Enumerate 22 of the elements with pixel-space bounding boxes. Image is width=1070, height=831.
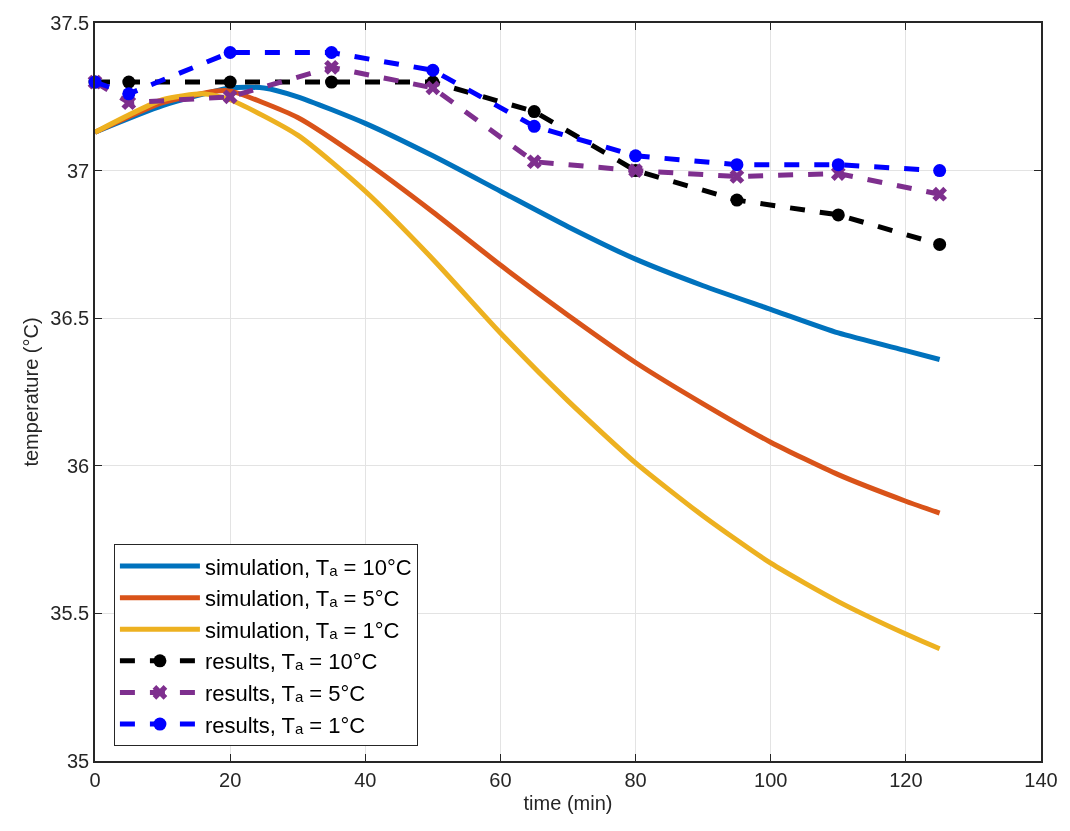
x-tick-label: 80 — [624, 768, 647, 791]
x-tick-label: 40 — [354, 768, 377, 791]
x-tick-label: 140 — [1024, 768, 1058, 791]
x-tick-label: 100 — [754, 768, 788, 791]
y-axis-title: temperature (°C) — [20, 317, 43, 467]
x-tick-label: 60 — [489, 768, 512, 791]
legend-label: simulation, Tₐ = 5°C — [204, 586, 400, 612]
x-tick-label: 0 — [89, 768, 101, 791]
legend-label: results, Tₐ = 5°C — [204, 681, 366, 707]
legend-label: simulation, Tₐ = 10°C — [204, 554, 412, 580]
x-axis-title: time (min) — [523, 791, 613, 814]
legend-label: results, Tₐ = 10°C — [204, 649, 378, 675]
y-tick-label: 37 — [67, 159, 90, 182]
y-tick-label: 36 — [67, 454, 90, 477]
x-tick-label: 20 — [219, 768, 242, 791]
legend-label: simulation, Tₐ = 1°C — [204, 617, 400, 643]
y-tick-label: 36.5 — [50, 307, 90, 330]
x-tick-label: 120 — [889, 768, 923, 791]
y-tick-label: 35.5 — [50, 602, 90, 625]
y-tick-label: 35 — [67, 750, 90, 772]
legend-label: results, Tₐ = 1°C — [204, 712, 366, 738]
y-tick-label: 37.5 — [50, 12, 90, 34]
